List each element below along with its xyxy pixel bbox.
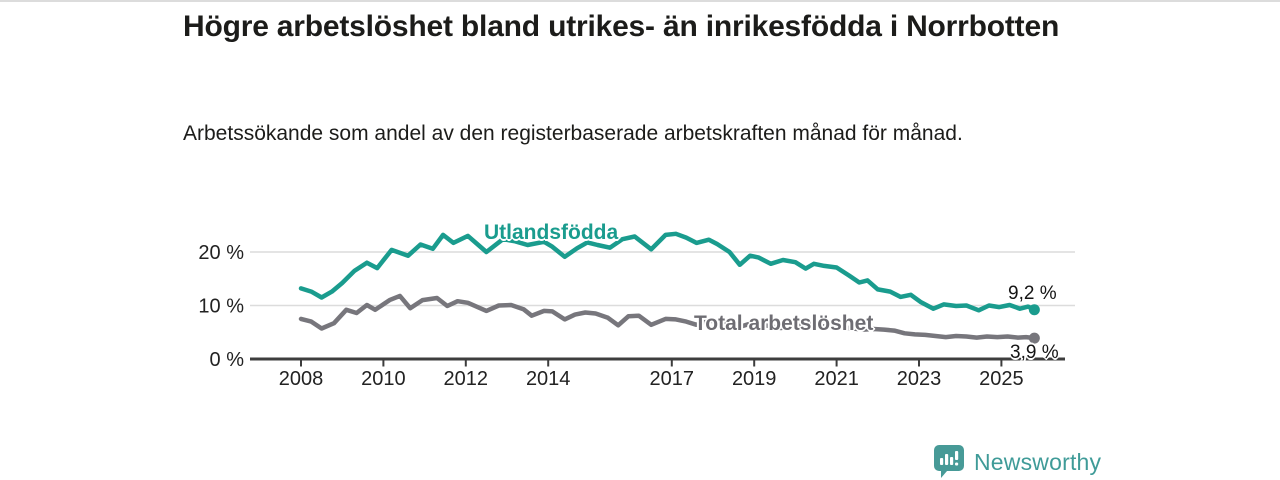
x-tick-label: 2008 <box>279 368 324 390</box>
y-tick-label: 10 % <box>198 296 244 318</box>
chart-subtitle: Arbetssökande som andel av den registerb… <box>183 122 963 145</box>
x-tick-label: 2012 <box>444 368 489 390</box>
newsworthy-logo: Newsworthy <box>934 445 1101 479</box>
y-tick-label: 20 % <box>198 242 244 264</box>
series-line-utlandsfodda <box>298 231 1037 313</box>
y-tick-label: 0 % <box>210 349 245 371</box>
bar-chart-speech-bubble-icon <box>934 445 964 478</box>
series-label-utlandsfodda: Utlandsfödda <box>484 221 619 244</box>
page-title: Högre arbetslöshet bland utrikes- än inr… <box>183 10 1060 43</box>
x-tick-label: 2017 <box>650 368 695 390</box>
series-label-total-arbetsloshet: Total arbetslöshet <box>694 312 874 335</box>
brand-name: Newsworthy <box>974 448 1102 475</box>
x-tick-label: 2014 <box>526 368 571 390</box>
series-line-total <box>298 293 1037 341</box>
x-tick-label: 2025 <box>979 368 1024 390</box>
series-end-dot-total <box>1028 332 1040 344</box>
x-tick-label: 2010 <box>361 368 406 390</box>
series-end-dot-utlandsfodda <box>1028 304 1040 316</box>
end-value-label-utlandsfodda: 9,2 % <box>1008 283 1057 304</box>
x-tick-label: 2019 <box>732 368 777 390</box>
end-value-label-total: 3,9 % <box>1010 342 1059 363</box>
x-tick-label: 2021 <box>814 368 859 390</box>
x-tick-label: 2023 <box>897 368 942 390</box>
